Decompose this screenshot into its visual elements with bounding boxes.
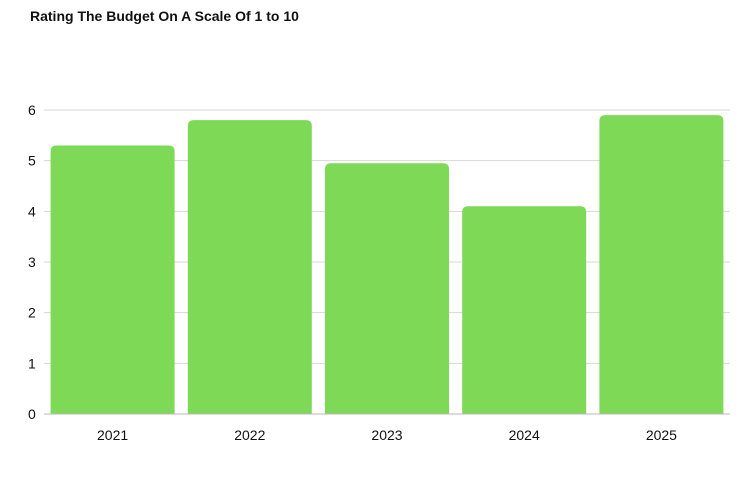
y-tick-label: 0 [28, 406, 36, 422]
x-tick-label: 2025 [646, 427, 677, 443]
x-tick-label: 2023 [371, 427, 402, 443]
axes: 0 1 2 3 4 5 6 2021 2022 2023 2024 2025 [28, 102, 730, 443]
chart-title: Rating The Budget On A Scale Of 1 to 10 [30, 8, 299, 24]
bar-2021 [50, 145, 175, 414]
x-tick-label: 2021 [97, 427, 128, 443]
bar-2024 [462, 206, 587, 414]
bars [50, 115, 724, 415]
y-tick-label: 4 [28, 203, 36, 219]
bar-2022 [187, 120, 312, 414]
x-tick-label: 2024 [509, 427, 540, 443]
bar-2025 [599, 115, 724, 415]
x-tick-label: 2022 [234, 427, 265, 443]
y-tick-label: 6 [28, 102, 36, 118]
y-tick-label: 1 [28, 355, 36, 371]
y-tick-label: 5 [28, 153, 36, 169]
y-tick-label: 3 [28, 254, 36, 270]
y-tick-label: 2 [28, 305, 36, 321]
bar-2023 [325, 163, 449, 414]
